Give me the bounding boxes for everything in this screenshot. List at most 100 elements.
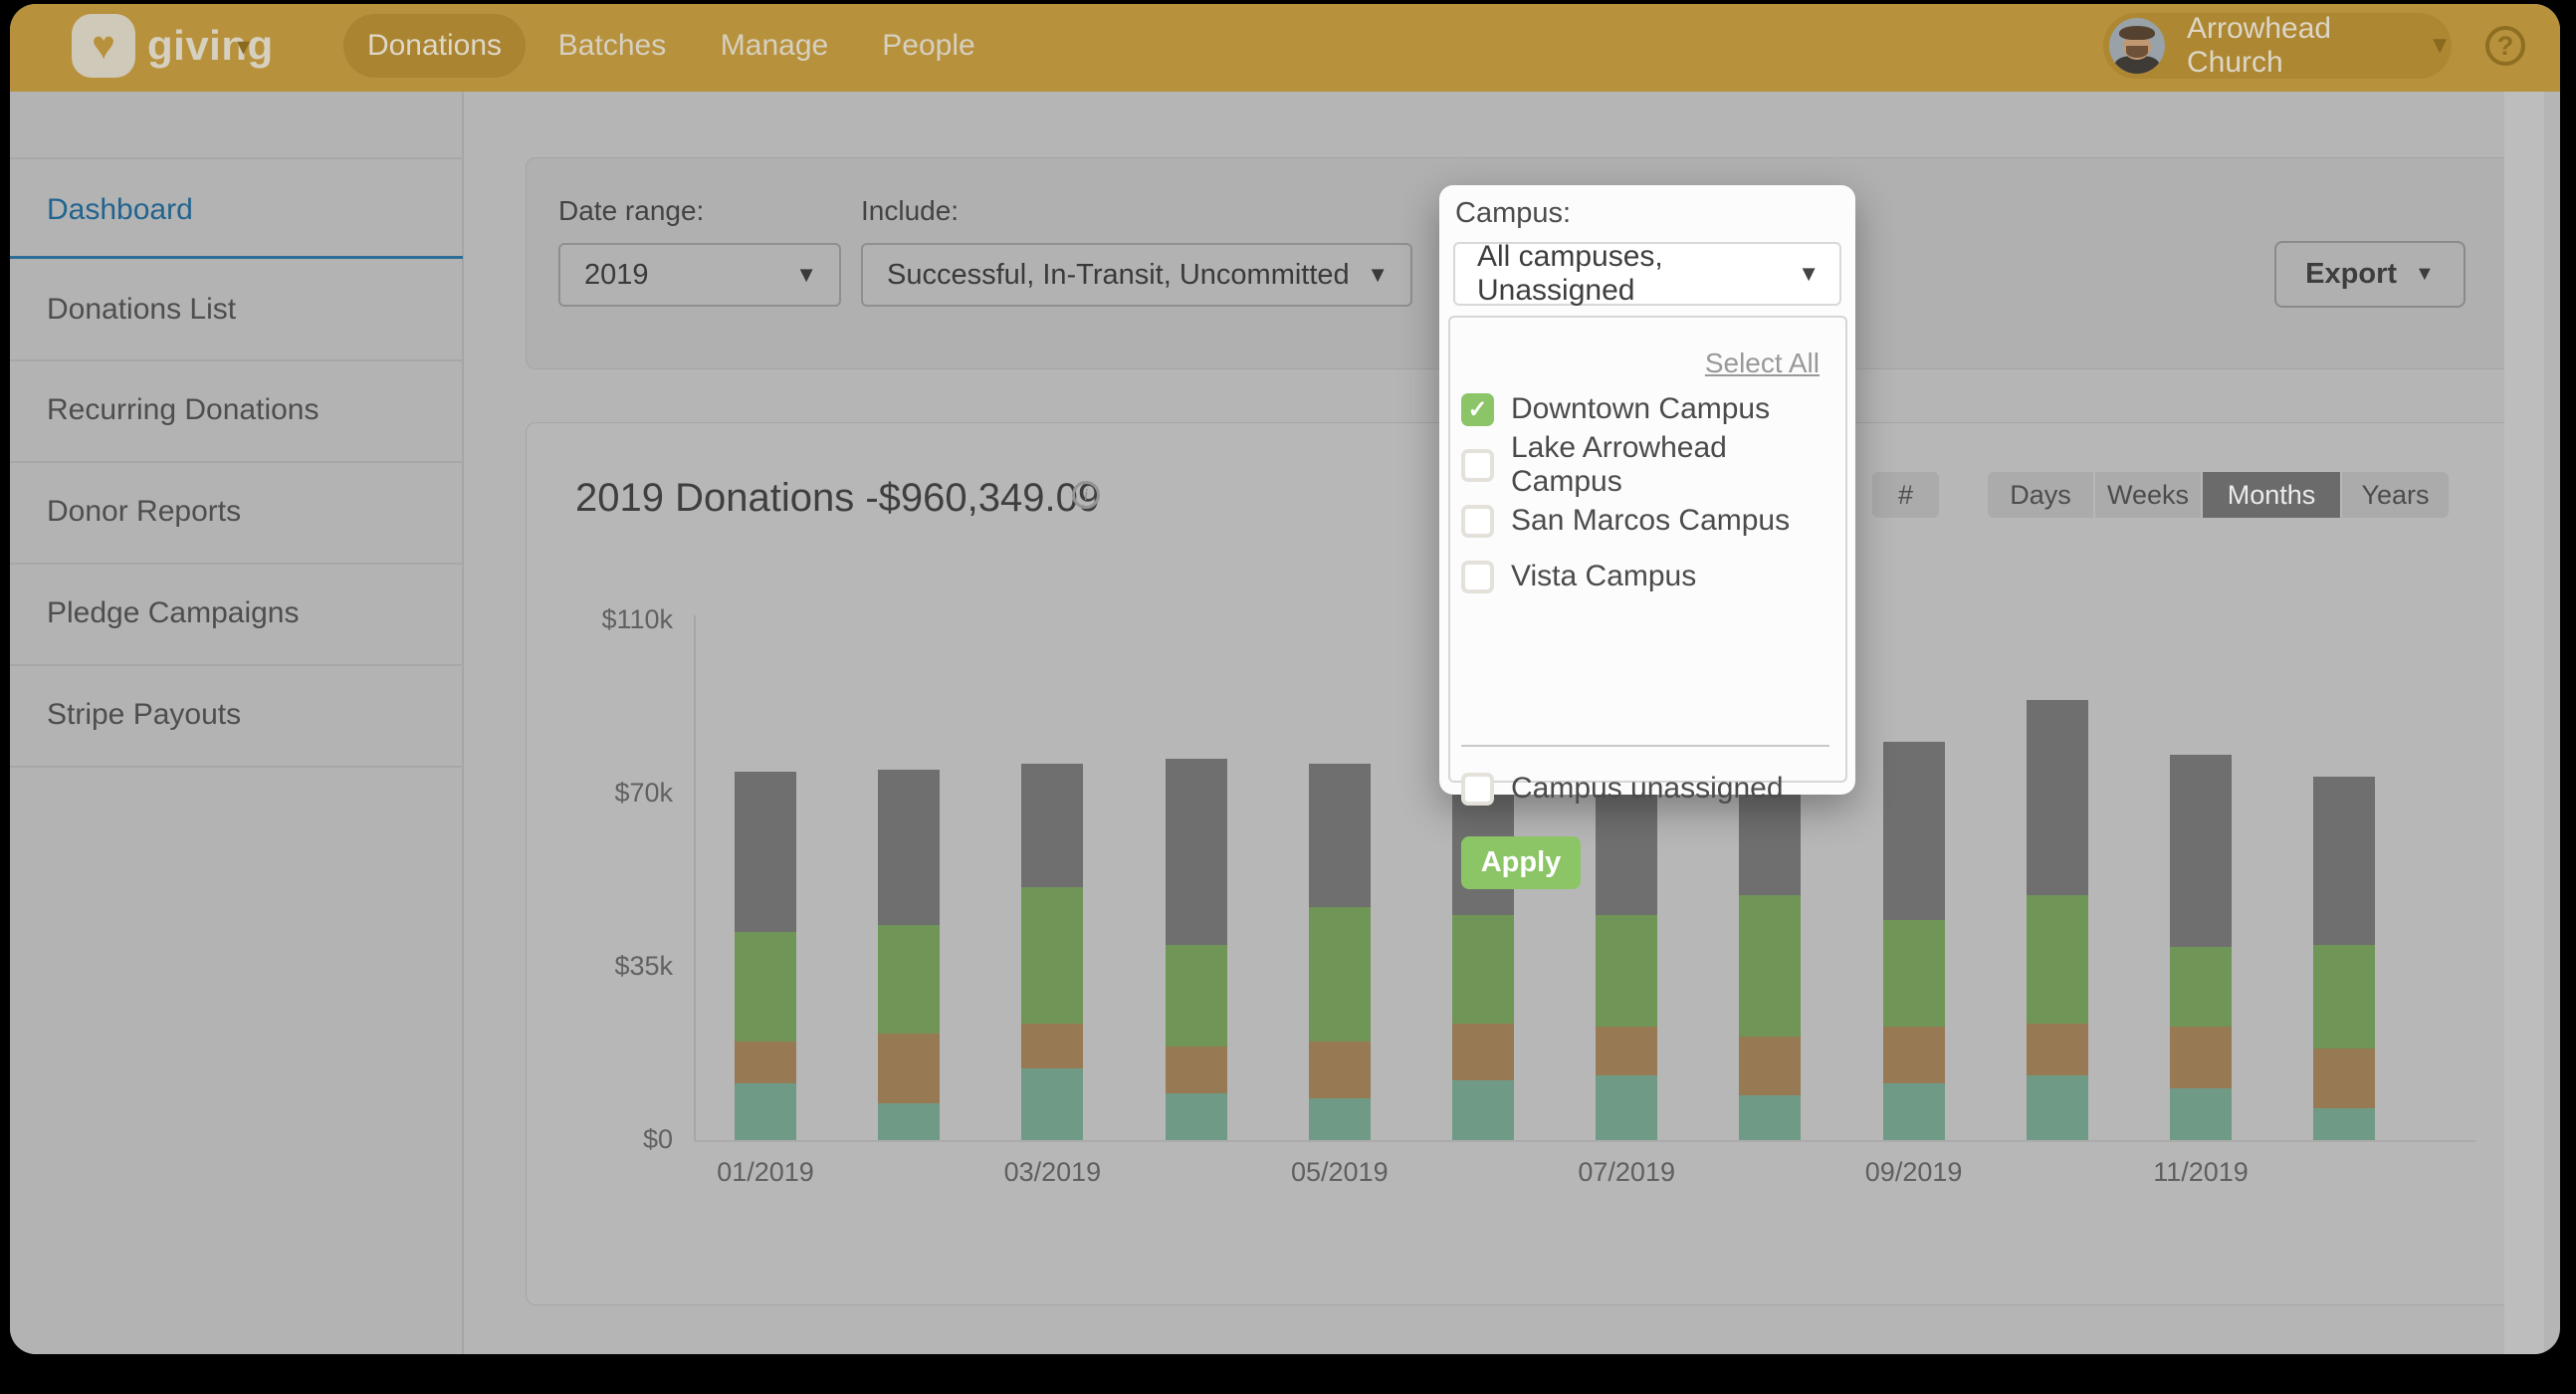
bar-segment-segment-green-01/2019[interactable]: [735, 932, 796, 1041]
nav-tab-donations[interactable]: Donations: [343, 14, 526, 78]
bar-segment-segment-tan-09/2019[interactable]: [1883, 1027, 1945, 1083]
sidebar-item-label: Recurring Donations: [47, 393, 319, 427]
heart-icon: ♥: [92, 26, 115, 66]
bar-segment-segment-tan-04/2019[interactable]: [1166, 1046, 1227, 1093]
granularity-months-button[interactable]: Months: [2203, 472, 2340, 518]
bar-segment-segment-green-12/2019[interactable]: [2313, 945, 2375, 1048]
campus-option-vista[interactable]: Vista Campus: [1461, 557, 1696, 596]
select-all-link[interactable]: Select All: [1705, 348, 1820, 379]
bar-segment-segment-tan-10/2019[interactable]: [2027, 1024, 2088, 1075]
y-axis-line: [694, 615, 696, 1142]
x-axis-tick-label: 11/2019: [2121, 1157, 2280, 1188]
sidebar-item-label: Donations List: [47, 293, 236, 327]
bar-segment-segment-teal-12/2019[interactable]: [2313, 1108, 2375, 1140]
campus-options-panel: Select All ✓ Downtown Campus Lake Arrowh…: [1448, 316, 1847, 783]
bar-segment-segment-gray-02/2019[interactable]: [878, 770, 940, 925]
product-switcher-chevron-icon[interactable]: ▾: [237, 4, 250, 92]
bar-segment-segment-tan-01/2019[interactable]: [735, 1042, 796, 1083]
bar-segment-segment-tan-12/2019[interactable]: [2313, 1048, 2375, 1108]
bar-segment-segment-green-07/2019[interactable]: [1596, 915, 1657, 1027]
bar-segment-segment-gray-11/2019[interactable]: [2170, 755, 2232, 947]
help-icon[interactable]: ?: [2485, 26, 2525, 66]
campus-option-unassigned[interactable]: Campus unassigned: [1461, 769, 1784, 809]
bar-segment-segment-gray-05/2019[interactable]: [1309, 764, 1371, 908]
nav-tab-label: Donations: [367, 29, 502, 63]
giving-logo[interactable]: ♥: [72, 14, 135, 78]
campus-label: Campus:: [1455, 197, 1571, 230]
bar-segment-segment-gray-03/2019[interactable]: [1021, 764, 1083, 888]
nav-tab-people[interactable]: People: [874, 14, 983, 78]
nav-tab-label: People: [882, 29, 974, 63]
include-dropdown[interactable]: Successful, In-Transit, Uncommitted ▼: [861, 243, 1412, 307]
bar-segment-segment-teal-05/2019[interactable]: [1309, 1098, 1371, 1140]
bar-segment-segment-tan-05/2019[interactable]: [1309, 1042, 1371, 1098]
info-icon[interactable]: i: [1072, 481, 1100, 509]
export-button[interactable]: Export ▼: [2274, 241, 2466, 308]
campus-select-value: All campuses, Unassigned: [1477, 240, 1798, 308]
bar-segment-segment-green-03/2019[interactable]: [1021, 887, 1083, 1024]
bar-segment-segment-green-08/2019[interactable]: [1739, 895, 1801, 1037]
x-axis-tick-label: 03/2019: [972, 1157, 1132, 1188]
chevron-down-icon: ▼: [2415, 263, 2435, 286]
bar-segment-segment-tan-11/2019[interactable]: [2170, 1027, 2232, 1088]
bar-segment-segment-teal-06/2019[interactable]: [1452, 1080, 1514, 1140]
bar-segment-segment-tan-07/2019[interactable]: [1596, 1027, 1657, 1076]
checkbox-unchecked[interactable]: [1461, 773, 1494, 806]
bar-segment-segment-teal-03/2019[interactable]: [1021, 1068, 1083, 1140]
campus-option-san-marcos[interactable]: San Marcos Campus: [1461, 501, 1790, 541]
active-item-underline: [10, 256, 463, 259]
bar-segment-segment-teal-01/2019[interactable]: [735, 1083, 796, 1140]
account-menu[interactable]: Arrowhead Church ▼: [2103, 13, 2452, 79]
product-name[interactable]: giving: [147, 4, 274, 92]
granularity-years-button[interactable]: Years: [2342, 472, 2449, 518]
bar-segment-segment-tan-08/2019[interactable]: [1739, 1037, 1801, 1096]
sidebar-item-recurring-donations[interactable]: Recurring Donations: [47, 390, 445, 430]
bar-segment-segment-gray-04/2019[interactable]: [1166, 759, 1227, 944]
bar-segment-segment-green-09/2019[interactable]: [1883, 920, 1945, 1027]
bar-segment-segment-gray-01/2019[interactable]: [735, 772, 796, 932]
bar-segment-segment-green-05/2019[interactable]: [1309, 907, 1371, 1041]
bar-segment-segment-gray-12/2019[interactable]: [2313, 777, 2375, 945]
campus-select-dropdown[interactable]: All campuses, Unassigned ▼: [1453, 242, 1841, 306]
campus-option-lake-arrowhead[interactable]: Lake Arrowhead Campus: [1461, 445, 1845, 485]
nav-tab-manage[interactable]: Manage: [715, 14, 834, 78]
bar-segment-segment-green-11/2019[interactable]: [2170, 947, 2232, 1027]
count-toggle-button[interactable]: #: [1872, 472, 1939, 518]
sidebar-item-donor-reports[interactable]: Donor Reports: [47, 492, 445, 532]
bar-segment-segment-tan-03/2019[interactable]: [1021, 1024, 1083, 1068]
sidebar-item-dashboard[interactable]: Dashboard: [47, 190, 445, 230]
sidebar-item-stripe-payouts[interactable]: Stripe Payouts: [47, 695, 445, 735]
bar-segment-segment-gray-10/2019[interactable]: [2027, 700, 2088, 894]
bar-segment-segment-teal-07/2019[interactable]: [1596, 1075, 1657, 1140]
bar-segment-segment-teal-02/2019[interactable]: [878, 1103, 940, 1140]
scrollbar-track[interactable]: [2504, 92, 2544, 1354]
checkbox-unchecked[interactable]: [1461, 505, 1494, 538]
checkbox-unchecked[interactable]: [1461, 449, 1494, 482]
checkbox-unchecked[interactable]: [1461, 561, 1494, 593]
sidebar-item-donations-list[interactable]: Donations List: [47, 290, 445, 330]
bar-segment-segment-gray-09/2019[interactable]: [1883, 742, 1945, 920]
bar-segment-segment-teal-04/2019[interactable]: [1166, 1093, 1227, 1140]
bar-segment-segment-green-10/2019[interactable]: [2027, 895, 2088, 1024]
granularity-days-button[interactable]: Days: [1988, 472, 2093, 518]
bar-segment-segment-teal-11/2019[interactable]: [2170, 1088, 2232, 1140]
nav-tab-batches[interactable]: Batches: [552, 14, 672, 78]
sidebar-item-pledge-campaigns[interactable]: Pledge Campaigns: [47, 593, 445, 633]
campus-option-downtown[interactable]: ✓ Downtown Campus: [1461, 389, 1770, 429]
y-axis-tick-label: $110k: [553, 604, 673, 635]
bar-segment-segment-tan-02/2019[interactable]: [878, 1034, 940, 1103]
bar-segment-segment-green-02/2019[interactable]: [878, 925, 940, 1034]
granularity-weeks-button[interactable]: Weeks: [2095, 472, 2201, 518]
x-axis-tick-label: 05/2019: [1260, 1157, 1419, 1188]
bar-segment-segment-teal-10/2019[interactable]: [2027, 1075, 2088, 1140]
bar-segment-segment-green-06/2019[interactable]: [1452, 915, 1514, 1024]
bar-segment-segment-teal-08/2019[interactable]: [1739, 1095, 1801, 1140]
apply-button[interactable]: Apply: [1461, 836, 1581, 889]
date-range-dropdown[interactable]: 2019 ▼: [558, 243, 841, 307]
bar-segment-segment-green-04/2019[interactable]: [1166, 945, 1227, 1046]
bar-segment-segment-tan-06/2019[interactable]: [1452, 1024, 1514, 1080]
bar-segment-segment-teal-09/2019[interactable]: [1883, 1083, 1945, 1140]
checkbox-checked[interactable]: ✓: [1461, 393, 1494, 426]
campus-option-label: San Marcos Campus: [1511, 504, 1790, 538]
account-name: Arrowhead Church: [2187, 12, 2408, 80]
